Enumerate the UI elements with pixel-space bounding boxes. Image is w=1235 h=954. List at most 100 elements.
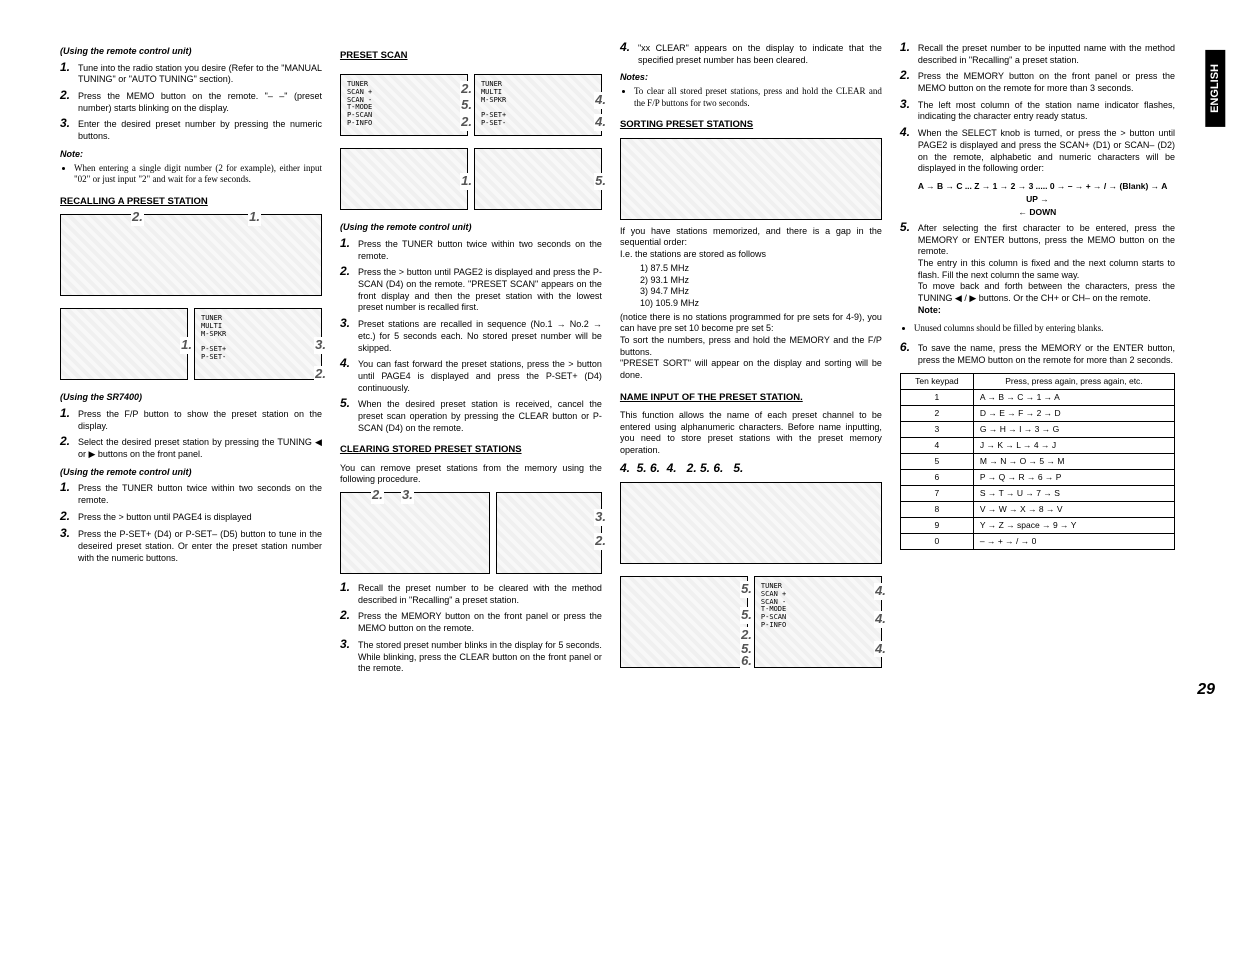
steps-preset-scan: 1.Press the TUNER button twice within tw… [340, 236, 602, 434]
table-cell: P → Q → R → 6 → P [973, 469, 1174, 485]
note-item: Unused columns should be filled by enter… [914, 323, 1175, 335]
step-text: When the SELECT knob is turned, or press… [918, 128, 1175, 175]
table-row: 7S → T → U → 7 → S [900, 485, 1174, 501]
steps-xxclear: 4."xx CLEAR" appears on the display to i… [620, 40, 882, 66]
char-order: A → B → C ... Z → 1 → 2 → 3 ..... 0 → – … [918, 181, 1175, 192]
illus-lcd: TUNER MULTI M-SPKR P-SET+ P-SET- 3. 2. [194, 308, 322, 380]
list-item: 3) 94.7 MHz [640, 286, 882, 298]
table-cell: 6 [900, 469, 973, 485]
column-3: 4."xx CLEAR" appears on the display to i… [620, 40, 882, 681]
steps-clearing: 1.Recall the preset number to be cleared… [340, 580, 602, 675]
list-item: 1) 87.5 MHz [640, 263, 882, 275]
step-text: Press the > button until PAGE4 is displa… [78, 512, 322, 524]
step-text: Recall the preset number to be inputted … [918, 43, 1175, 66]
table-row: 3G → H → I → 3 → G [900, 421, 1174, 437]
table-cell: Y → Z → space → 9 → Y [973, 518, 1174, 534]
note-list: When entering a single digit number (2 f… [74, 163, 322, 186]
down-label: ← DOWN [900, 207, 1175, 218]
manual-page: (Using the remote control unit) 1.Tune i… [60, 40, 1175, 681]
table-cell: 2 [900, 405, 973, 421]
step-text: The stored preset number blinks in the d… [358, 640, 602, 675]
table-cell: D → E → F → 2 → D [973, 405, 1174, 421]
table-cell: 4 [900, 437, 973, 453]
note-item: To clear all stored preset stations, pre… [634, 86, 882, 109]
table-row: 5M → N → O → 5 → M [900, 453, 1174, 469]
column-4: 1.Recall the preset number to be inputte… [900, 40, 1175, 681]
illus-remote-top: 1. [60, 308, 188, 380]
illus-front-panel2: 2. 3. [340, 492, 490, 574]
head-preset-scan: PRESET SCAN [340, 50, 602, 62]
step-text: You can fast forward the preset stations… [358, 359, 602, 394]
step-text: Tune into the radio station you desire (… [78, 63, 322, 86]
table-cell: 8 [900, 501, 973, 517]
step-text: The left most column of the station name… [918, 100, 1175, 123]
head-name-input: NAME INPUT OF THE PRESET STATION. [620, 392, 882, 404]
table-header: Ten keypad [900, 373, 973, 389]
steps-name-input: 1.Recall the preset number to be inputte… [900, 40, 1175, 175]
table-cell: V → W → X → 8 → V [973, 501, 1174, 517]
steps-name-input-3: 6.To save the name, press the MEMORY or … [900, 340, 1175, 366]
intro-text: This function allows the name of each pr… [620, 410, 882, 457]
illus-remote-keys: 1. [340, 148, 468, 210]
table-cell: 5 [900, 453, 973, 469]
note-head: Note: [60, 149, 322, 161]
illus-front-panel4 [620, 482, 882, 564]
subhead-sr7400: (Using the SR7400) [60, 392, 322, 404]
step-text: Preset stations are recalled in sequence… [358, 319, 602, 354]
intro-text: You can remove preset stations from the … [340, 463, 602, 486]
step-text: Enter the desired preset number by press… [78, 119, 322, 142]
steps-remote2: 1.Press the TUNER button twice within tw… [60, 480, 322, 564]
table-cell: A → B → C → 1 → A [973, 389, 1174, 405]
step-text: "xx CLEAR" appears on the display to ind… [638, 43, 882, 66]
step-text: Press the F/P button to show the preset … [78, 409, 322, 432]
table-row: 0– → + → / → 0 [900, 534, 1174, 550]
steps-tune: 1.Tune into the radio station you desire… [60, 60, 322, 143]
illus-lcd-scan: TUNER SCAN + SCAN - T-MODE P-SCAN P-INFO… [340, 74, 468, 136]
table-header: Press, press again, press again, etc. [973, 373, 1174, 389]
head-clearing: CLEARING STORED PRESET STATIONS [340, 444, 602, 456]
steps-sr7400: 1.Press the F/P button to show the prese… [60, 406, 322, 461]
para: (notice there is no stations programmed … [620, 312, 882, 335]
illus-front-panel: 2. 1. [60, 214, 322, 296]
illus-lcd-name: TUNER SCAN + SCAN - T-MODE P-SCAN P-INFO… [754, 576, 882, 668]
page-number: 29 [1197, 680, 1215, 701]
table-row: 2D → E → F → 2 → D [900, 405, 1174, 421]
table-cell: 1 [900, 389, 973, 405]
step-text: To save the name, press the MEMORY or th… [918, 343, 1175, 366]
notes-head: Notes: [620, 72, 882, 84]
table-cell: J → K → L → 4 → J [973, 437, 1174, 453]
subhead-remote2: (Using the remote control unit) [60, 467, 322, 479]
table-row: 1A → B → C → 1 → A [900, 389, 1174, 405]
step-text: Press the MEMORY button on the front pan… [358, 611, 602, 634]
keypad-table: Ten keypad Press, press again, press aga… [900, 373, 1175, 551]
step-text: Press the MEMORY button on the front pan… [918, 71, 1175, 94]
table-cell: – → + → / → 0 [973, 534, 1174, 550]
table-cell: 7 [900, 485, 973, 501]
table-cell: M → N → O → 5 → M [973, 453, 1174, 469]
table-row: 9Y → Z → space → 9 → Y [900, 518, 1174, 534]
illus-remote-keys2: 5. [474, 148, 602, 210]
intro-text: If you have stations memorized, and ther… [620, 226, 882, 249]
language-tab: ENGLISH [1205, 50, 1225, 127]
subhead-remote3: (Using the remote control unit) [340, 222, 602, 234]
step-text: Select the desired preset station by pre… [78, 437, 322, 460]
subhead-remote: (Using the remote control unit) [60, 46, 322, 58]
list-item: 2) 93.1 MHz [640, 275, 882, 287]
head-sorting: SORTING PRESET STATIONS [620, 119, 882, 131]
para: To sort the numbers, press and hold the … [620, 335, 882, 358]
steps-name-input-2: 5. After selecting the first character t… [900, 220, 1175, 317]
illus-front-panel3 [620, 138, 882, 220]
sort-list: 1) 87.5 MHz 2) 93.1 MHz 3) 94.7 MHz 10) … [640, 263, 882, 310]
step-text: Recall the preset number to be cleared w… [358, 583, 602, 606]
list-item: 10) 105.9 MHz [640, 298, 882, 310]
note-list: To clear all stored preset stations, pre… [634, 86, 882, 109]
step-text: Press the TUNER button twice within two … [78, 483, 322, 506]
illus-remote-ch: 5. 5. 2. 5. 6. [620, 576, 748, 668]
callout-row: 4. 5. 6. 4. 2. 5. 6. 5. [620, 461, 882, 477]
table-cell: G → H → I → 3 → G [973, 421, 1174, 437]
table-row: 6P → Q → R → 6 → P [900, 469, 1174, 485]
step-text: Press the TUNER button twice within two … [358, 239, 602, 262]
head-recalling: RECALLING A PRESET STATION [60, 196, 322, 208]
up-label: UP → [900, 194, 1175, 205]
table-cell: 9 [900, 518, 973, 534]
